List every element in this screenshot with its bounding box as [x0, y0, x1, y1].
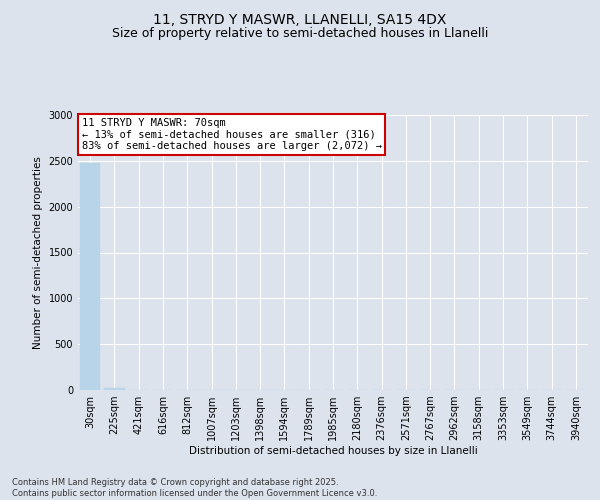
Bar [80, 162, 100, 390]
Text: Contains HM Land Registry data © Crown copyright and database right 2025.
Contai: Contains HM Land Registry data © Crown c… [12, 478, 377, 498]
Text: 11 STRYD Y MASWR: 70sqm
← 13% of semi-detached houses are smaller (316)
83% of s: 11 STRYD Y MASWR: 70sqm ← 13% of semi-de… [82, 118, 382, 151]
Text: Size of property relative to semi-detached houses in Llanelli: Size of property relative to semi-detach… [112, 28, 488, 40]
Y-axis label: Number of semi-detached properties: Number of semi-detached properties [33, 156, 43, 349]
Text: 11, STRYD Y MASWR, LLANELLI, SA15 4DX: 11, STRYD Y MASWR, LLANELLI, SA15 4DX [154, 12, 446, 26]
Bar [104, 388, 125, 390]
X-axis label: Distribution of semi-detached houses by size in Llanelli: Distribution of semi-detached houses by … [188, 446, 478, 456]
